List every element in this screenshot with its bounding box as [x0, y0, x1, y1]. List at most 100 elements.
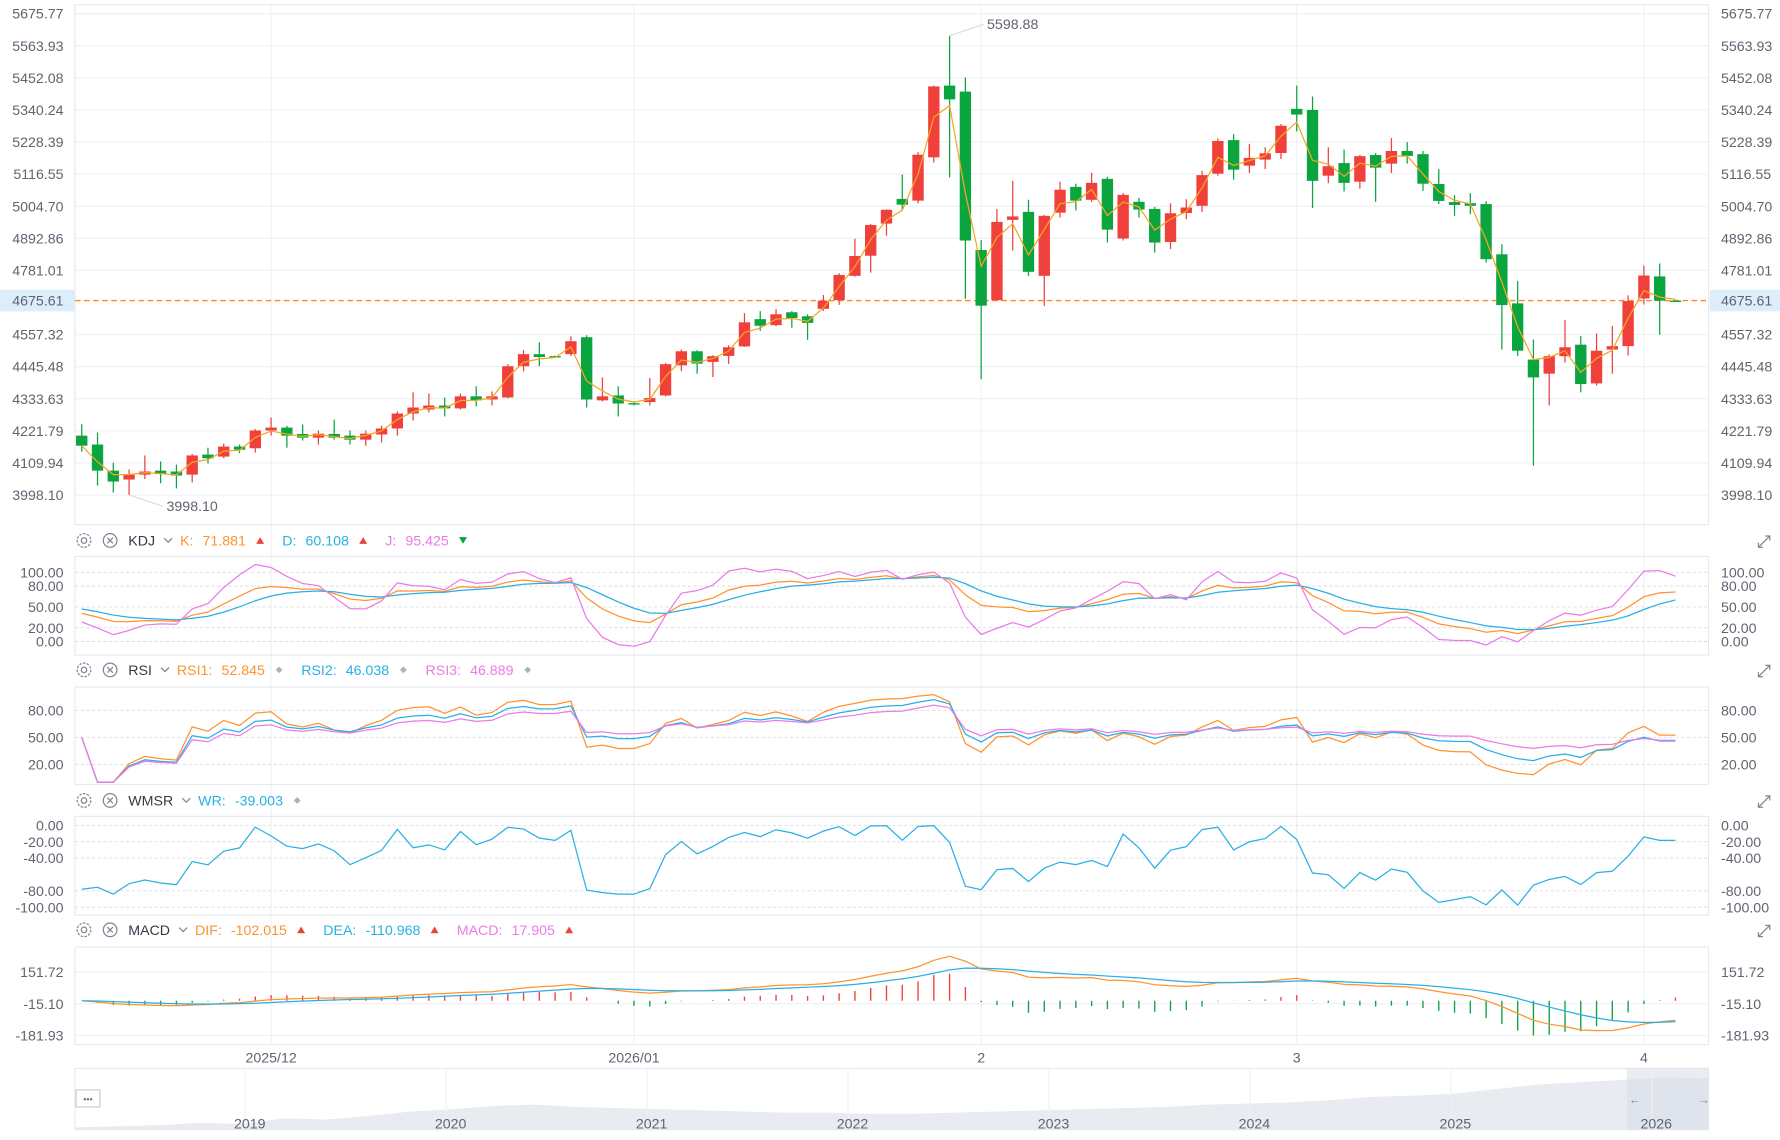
last-price-label-right: 4675.61 [1721, 294, 1772, 310]
indicator-tick-right: 151.72 [1721, 965, 1765, 981]
main-grid [74, 13, 1709, 496]
remove-indicator-icon[interactable] [102, 922, 118, 938]
expand-panel-icon[interactable] [1757, 664, 1771, 678]
expand-panel-icon[interactable] [1757, 535, 1771, 548]
remove-indicator-icon[interactable] [102, 533, 118, 548]
candle-body [517, 354, 530, 367]
candle [1369, 153, 1382, 202]
candle-body [1322, 166, 1334, 176]
price-tick-left: 4781.01 [12, 263, 63, 279]
indicator-value-label: DEA: [323, 923, 356, 939]
time-navigator[interactable]: ← → ••• 2019 2020 2021 2022 2023 2024 2025 2026 [74, 1067, 1710, 1133]
candle [801, 314, 814, 340]
candle-body [580, 337, 593, 400]
settings-gear-icon[interactable] [76, 662, 92, 678]
indicator-name[interactable]: WMSR [128, 794, 173, 810]
main-chart-frame[interactable] [74, 4, 1710, 526]
candle [249, 429, 261, 453]
indicator-tick-left: -100.00 [15, 900, 63, 916]
navigator-right-handle[interactable]: → [1698, 1095, 1709, 1107]
candle [123, 469, 135, 496]
candle [644, 377, 656, 406]
navigator-left-handle[interactable]: ← [1629, 1095, 1640, 1107]
candle-body [1164, 213, 1177, 242]
price-tick-right: 5675.77 [1721, 7, 1772, 23]
indicator-frame[interactable] [74, 555, 1710, 656]
high-annotation-label: 5598.88 [987, 17, 1038, 33]
expand-panel-icon[interactable] [1757, 795, 1771, 808]
settings-gear-icon[interactable] [76, 922, 92, 938]
indicator-name[interactable]: KDJ [128, 534, 155, 550]
chevron-down-icon[interactable] [178, 927, 188, 933]
candle [1275, 124, 1287, 160]
candle-body [659, 364, 672, 396]
indicator-frame[interactable] [74, 815, 1710, 916]
candle-body [880, 209, 893, 224]
settings-gear-icon[interactable] [76, 793, 92, 808]
price-tick-right: 4109.94 [1721, 456, 1772, 472]
candle [91, 432, 104, 486]
candle-body [1101, 178, 1114, 230]
price-tick-left: 4892.86 [12, 231, 63, 247]
indicator-tick-right: -40.00 [1721, 851, 1761, 867]
price-tick-right: 4445.48 [1721, 360, 1772, 376]
candle [139, 455, 151, 479]
price-tick-right: 3998.10 [1721, 488, 1772, 504]
candle-body [675, 351, 688, 366]
expand-panel-icon[interactable] [1757, 924, 1771, 938]
chevron-down-icon[interactable] [181, 797, 191, 804]
navigator-more-button[interactable] [75, 1089, 101, 1108]
indicator-tick-right: 80.00 [1721, 703, 1757, 719]
candle-body [928, 86, 940, 158]
candle-body [1401, 151, 1413, 156]
candle [1385, 138, 1398, 174]
price-tick-right: 5004.70 [1721, 199, 1772, 215]
candle [1243, 143, 1256, 174]
chevron-down-icon[interactable] [163, 537, 173, 544]
candle-body [596, 396, 609, 401]
indicator-name[interactable]: MACD [128, 923, 170, 939]
indicator-tick-right: -15.10 [1721, 997, 1761, 1013]
candle [1338, 149, 1350, 192]
price-tick-right: 4557.32 [1721, 328, 1772, 344]
remove-indicator-icon[interactable] [102, 793, 118, 808]
high-annotation-leader [949, 23, 984, 37]
time-tick: 2 [977, 1051, 985, 1067]
candle [502, 364, 514, 399]
price-axis: 5675.77 5675.77 5563.93 5563.93 5452.08 5452.… [12, 7, 1772, 504]
indicator-value: 60.108 [306, 534, 350, 550]
price-tick-right: 5563.93 [1721, 39, 1772, 55]
time-axis: 2025/12 2026/01 2 3 4 [245, 1051, 1648, 1067]
candle [1101, 176, 1114, 243]
candle [423, 393, 435, 413]
indicator-frame[interactable] [74, 946, 1710, 1046]
price-tick-left: 5340.24 [12, 103, 63, 119]
navigator-selection[interactable] [1626, 1068, 1709, 1130]
candle-body [1038, 215, 1050, 276]
indicator-tick-left: 20.00 [28, 757, 64, 773]
wr-line [81, 825, 1676, 907]
candle-body [1527, 359, 1540, 378]
price-tick-left: 5116.55 [13, 167, 63, 183]
candle-body [1227, 140, 1240, 170]
indicator-name[interactable]: RSI [128, 663, 152, 679]
indicator-value-label: DIF: [195, 923, 222, 939]
indicator-tick-right: 20.00 [1721, 621, 1757, 637]
candle [628, 402, 640, 406]
kdj-d-line [81, 576, 1676, 631]
indicator-frame[interactable] [74, 686, 1710, 786]
remove-indicator-icon[interactable] [102, 662, 118, 678]
indicator-tick-left: 0.00 [36, 635, 64, 651]
low-annotation: 3998.10 [128, 494, 218, 515]
candle-body [407, 407, 419, 414]
settings-gear-icon[interactable] [76, 533, 92, 548]
candle [833, 273, 845, 305]
candle [312, 430, 325, 445]
low-annotation-label: 3998.10 [167, 499, 218, 515]
candle [470, 386, 482, 407]
chevron-down-icon[interactable] [160, 667, 170, 673]
trend-up-icon [256, 537, 265, 544]
candle-body [975, 249, 987, 306]
candle [1575, 336, 1587, 393]
